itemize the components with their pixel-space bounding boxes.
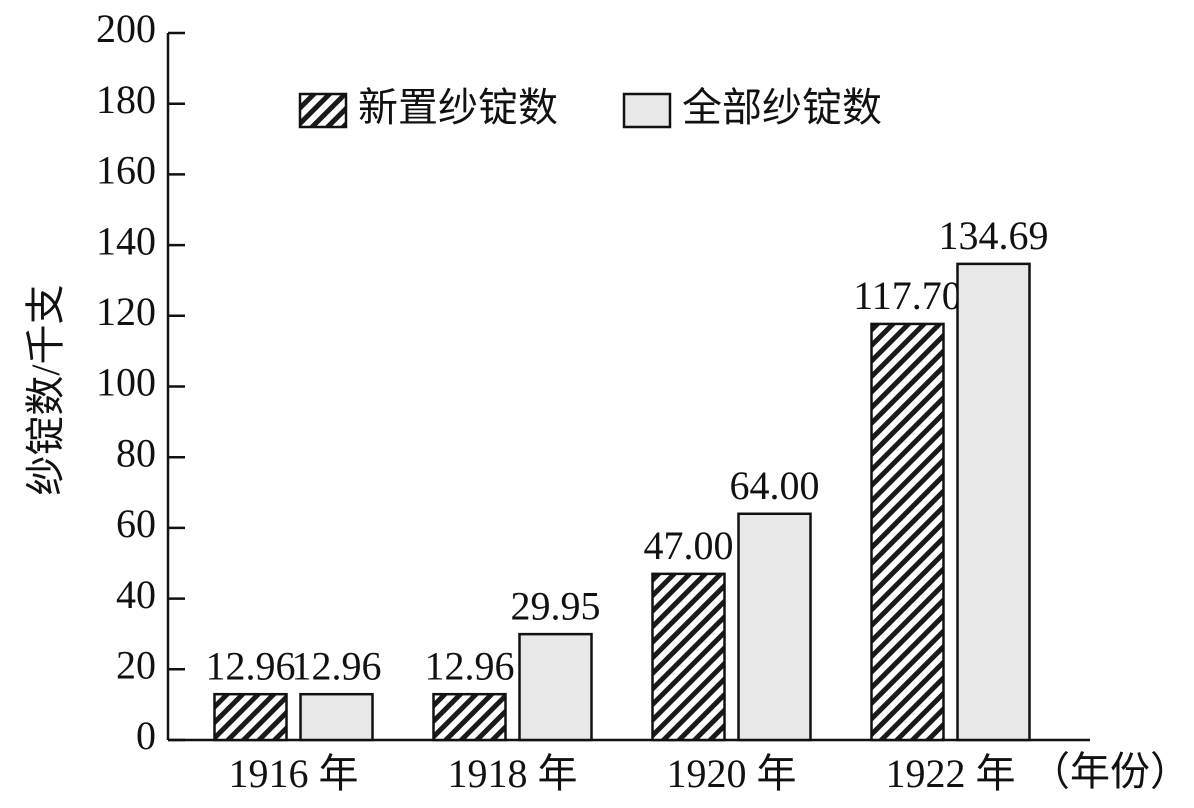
legend-swatch	[298, 92, 348, 129]
y-axis-label: 纱锭数/千支	[23, 284, 68, 495]
y-tick-label: 160	[96, 148, 156, 193]
y-tick-label: 20	[116, 642, 156, 687]
legend-label: 全部纱锭数	[682, 85, 882, 130]
y-tick-label: 100	[96, 360, 156, 405]
bar	[956, 262, 1031, 742]
y-tick-label: 140	[96, 218, 156, 263]
x-tick-label: 1918 年	[448, 751, 578, 796]
bar	[870, 322, 945, 742]
bar	[518, 632, 593, 742]
value-label: 12.96	[206, 643, 296, 688]
y-tick-label: 0	[136, 713, 156, 758]
y-tick-label: 200	[96, 6, 156, 51]
y-tick-label: 80	[116, 430, 156, 475]
bar	[213, 692, 288, 742]
bar	[737, 512, 812, 742]
x-tick-label: 1916 年	[229, 751, 359, 796]
legend-swatch	[622, 92, 672, 129]
bar	[651, 572, 726, 742]
value-label: 12.96	[292, 643, 382, 688]
y-tick-label: 180	[96, 77, 156, 122]
x-tick-label: 1922 年	[886, 751, 1016, 796]
y-tick-label: 60	[116, 501, 156, 546]
y-tick-label: 40	[116, 572, 156, 617]
value-label: 64.00	[730, 463, 820, 508]
value-label: 134.69	[939, 213, 1049, 258]
x-tick-label: 1920 年	[667, 751, 797, 796]
value-label: 117.70	[853, 273, 962, 318]
value-label: 12.96	[425, 643, 515, 688]
bar	[299, 692, 374, 742]
bar	[432, 692, 507, 742]
value-label: 29.95	[511, 583, 601, 628]
legend-label: 新置纱锭数	[358, 85, 558, 130]
y-tick-label: 120	[96, 289, 156, 334]
x-axis-label: （年份）	[1030, 749, 1190, 794]
value-label: 47.00	[644, 523, 734, 568]
